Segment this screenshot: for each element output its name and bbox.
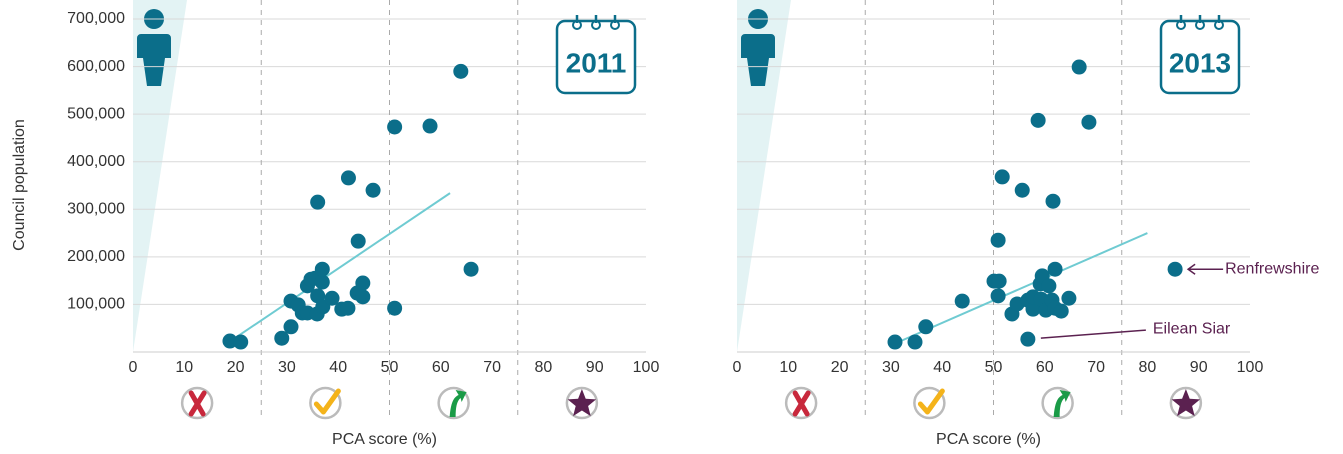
point <box>274 330 290 346</box>
annotation-arrowhead <box>1186 263 1196 275</box>
trendline <box>231 192 451 341</box>
annotation-label: Renfrewshire <box>1225 260 1319 277</box>
point <box>1014 182 1030 198</box>
point <box>233 334 249 350</box>
icon-arrow <box>1053 390 1071 417</box>
y-axis-label: Council population <box>11 119 28 251</box>
point <box>1045 193 1061 209</box>
y-tick-label: 600,000 <box>67 58 125 75</box>
point <box>355 289 371 305</box>
icon-cross <box>188 390 207 417</box>
point <box>918 319 934 335</box>
point <box>1047 261 1063 277</box>
point <box>283 319 299 335</box>
y-tick-label: 300,000 <box>67 201 125 218</box>
annotation-label: Eilean Siar <box>1153 320 1231 337</box>
point <box>310 194 326 210</box>
point <box>907 334 923 350</box>
point <box>954 293 970 309</box>
shade <box>737 0 791 352</box>
point <box>365 182 381 198</box>
icon-check <box>313 388 341 415</box>
icon-star <box>567 389 597 417</box>
x-tick-label: 40 <box>933 359 951 376</box>
point <box>355 275 371 291</box>
x-tick-label: 50 <box>381 359 399 376</box>
annotation-arrow <box>1040 329 1146 339</box>
point <box>1025 301 1041 317</box>
x-axis-label: PCA score (%) <box>936 431 1041 448</box>
icon-arrow <box>449 390 467 417</box>
x-tick-label: 80 <box>535 359 553 376</box>
point <box>340 170 356 186</box>
x-tick-label: 40 <box>329 359 347 376</box>
x-tick-label: 60 <box>1036 359 1054 376</box>
point <box>1167 261 1183 277</box>
point <box>340 300 356 316</box>
point <box>1041 278 1057 294</box>
point <box>387 119 403 135</box>
icon-cross <box>792 390 811 417</box>
point <box>1053 303 1069 319</box>
point <box>1061 290 1077 306</box>
point <box>453 63 469 79</box>
point <box>994 169 1010 185</box>
x-tick-label: 20 <box>831 359 849 376</box>
x-tick-label: 90 <box>586 359 604 376</box>
x-tick-label: 0 <box>129 359 138 376</box>
point <box>887 334 903 350</box>
x-tick-label: 60 <box>432 359 450 376</box>
shade <box>133 0 187 352</box>
point <box>422 118 438 134</box>
year-label: 2013 <box>1169 47 1231 78</box>
point <box>1030 112 1046 128</box>
point <box>1020 331 1036 347</box>
x-tick-label: 30 <box>882 359 900 376</box>
y-tick-label: 200,000 <box>67 248 125 265</box>
x-tick-label: 70 <box>483 359 501 376</box>
x-tick-label: 10 <box>779 359 797 376</box>
year-label: 2011 <box>566 47 627 78</box>
y-tick-label: 500,000 <box>67 105 125 122</box>
point <box>991 273 1007 289</box>
x-tick-label: 10 <box>175 359 193 376</box>
point <box>314 274 330 290</box>
trendline <box>891 232 1148 346</box>
x-tick-label: 80 <box>1139 359 1157 376</box>
person-body <box>137 34 171 86</box>
person-body <box>741 34 775 86</box>
x-tick-label: 50 <box>985 359 1003 376</box>
x-tick-label: 100 <box>633 359 660 376</box>
point <box>350 233 366 249</box>
point <box>1081 114 1097 130</box>
x-tick-label: 70 <box>1087 359 1105 376</box>
point <box>1071 59 1087 75</box>
y-tick-label: 400,000 <box>67 153 125 170</box>
point <box>990 288 1006 304</box>
y-tick-label: 700,000 <box>67 10 125 27</box>
point <box>463 261 479 277</box>
point <box>387 300 403 316</box>
x-tick-label: 0 <box>733 359 742 376</box>
y-tick-label: 100,000 <box>67 296 125 313</box>
icon-check <box>917 388 945 415</box>
point <box>990 232 1006 248</box>
point <box>314 261 330 277</box>
icon-star <box>1171 389 1201 417</box>
x-tick-label: 30 <box>278 359 296 376</box>
point <box>222 333 238 349</box>
x-tick-label: 90 <box>1190 359 1208 376</box>
x-tick-label: 20 <box>227 359 245 376</box>
x-tick-label: 100 <box>1237 359 1264 376</box>
x-axis-label: PCA score (%) <box>332 431 437 448</box>
point <box>324 290 340 306</box>
